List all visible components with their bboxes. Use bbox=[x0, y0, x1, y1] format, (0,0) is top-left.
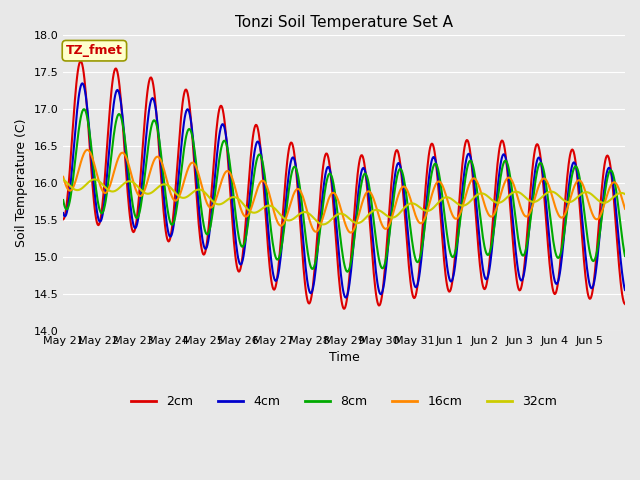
16cm bbox=[621, 206, 629, 212]
4cm bbox=[126, 197, 134, 203]
2cm bbox=[621, 301, 629, 307]
Line: 16cm: 16cm bbox=[63, 150, 625, 233]
4cm bbox=[435, 181, 443, 187]
X-axis label: Time: Time bbox=[329, 351, 360, 364]
8cm bbox=[60, 197, 67, 203]
Y-axis label: Soil Temperature (C): Soil Temperature (C) bbox=[15, 119, 28, 247]
8cm bbox=[80, 107, 88, 112]
32cm bbox=[404, 202, 412, 208]
Line: 2cm: 2cm bbox=[63, 61, 625, 309]
32cm bbox=[319, 222, 327, 228]
2cm bbox=[60, 216, 67, 222]
4cm bbox=[60, 210, 67, 216]
2cm bbox=[77, 58, 84, 64]
16cm bbox=[229, 178, 237, 183]
16cm bbox=[278, 222, 286, 228]
8cm bbox=[435, 170, 443, 176]
Text: TZ_fmet: TZ_fmet bbox=[66, 44, 123, 57]
32cm bbox=[435, 199, 443, 205]
16cm bbox=[257, 179, 265, 184]
32cm bbox=[229, 194, 237, 200]
16cm bbox=[126, 166, 134, 171]
8cm bbox=[404, 201, 412, 206]
4cm bbox=[257, 149, 265, 155]
32cm bbox=[126, 178, 134, 184]
2cm bbox=[340, 306, 348, 312]
16cm bbox=[60, 174, 67, 180]
2cm bbox=[229, 229, 237, 235]
2cm bbox=[435, 192, 443, 198]
16cm bbox=[348, 230, 355, 236]
2cm bbox=[278, 219, 286, 225]
8cm bbox=[229, 189, 237, 195]
8cm bbox=[257, 154, 265, 159]
8cm bbox=[126, 180, 134, 186]
8cm bbox=[621, 253, 629, 259]
Legend: 2cm, 4cm, 8cm, 16cm, 32cm: 2cm, 4cm, 8cm, 16cm, 32cm bbox=[126, 390, 562, 413]
16cm bbox=[83, 147, 91, 153]
32cm bbox=[91, 177, 99, 182]
4cm bbox=[278, 240, 286, 245]
4cm bbox=[78, 81, 86, 86]
32cm bbox=[257, 207, 265, 213]
8cm bbox=[278, 240, 286, 246]
4cm bbox=[342, 295, 349, 300]
2cm bbox=[257, 150, 265, 156]
32cm bbox=[621, 191, 629, 197]
Line: 32cm: 32cm bbox=[63, 180, 625, 225]
4cm bbox=[229, 209, 237, 215]
16cm bbox=[404, 188, 412, 193]
Line: 8cm: 8cm bbox=[63, 109, 625, 272]
2cm bbox=[404, 246, 412, 252]
Title: Tonzi Soil Temperature Set A: Tonzi Soil Temperature Set A bbox=[235, 15, 453, 30]
2cm bbox=[126, 213, 134, 218]
4cm bbox=[404, 225, 412, 231]
4cm bbox=[621, 287, 629, 293]
8cm bbox=[344, 269, 351, 275]
32cm bbox=[60, 177, 67, 182]
Line: 4cm: 4cm bbox=[63, 84, 625, 298]
16cm bbox=[435, 179, 443, 184]
32cm bbox=[278, 214, 286, 219]
